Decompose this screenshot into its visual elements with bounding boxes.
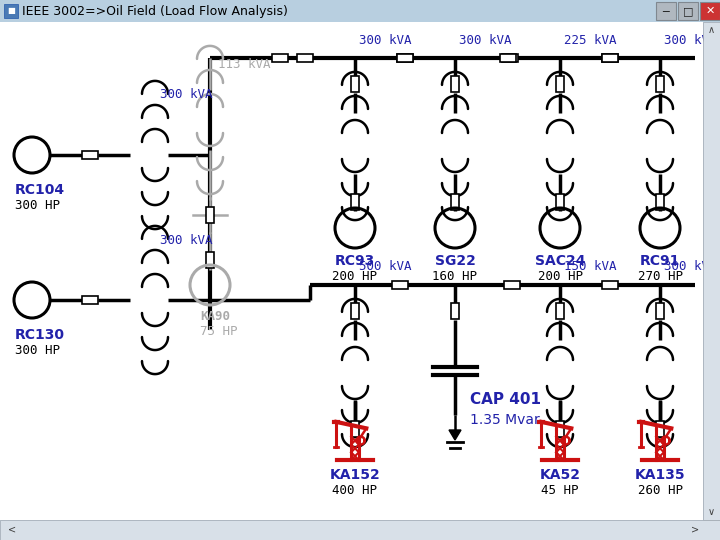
Bar: [397, 54, 413, 62]
Text: 300 HP: 300 HP: [15, 344, 60, 357]
Text: <: <: [8, 525, 16, 535]
Text: RC104: RC104: [15, 183, 65, 197]
Text: SG22: SG22: [435, 254, 475, 268]
Text: 270 HP: 270 HP: [637, 270, 683, 283]
Bar: [351, 76, 359, 92]
Bar: [272, 54, 288, 62]
Bar: [656, 421, 664, 437]
Text: KA52: KA52: [539, 468, 580, 482]
Bar: [556, 76, 564, 92]
Bar: [351, 194, 359, 210]
Text: KA152: KA152: [330, 468, 380, 482]
Bar: [451, 303, 459, 319]
Bar: [502, 54, 518, 62]
Bar: [656, 76, 664, 92]
Text: KA90: KA90: [200, 310, 230, 323]
Bar: [451, 194, 459, 210]
Bar: [351, 421, 359, 437]
Text: 300 kVA: 300 kVA: [664, 33, 716, 46]
Text: 300 kVA: 300 kVA: [664, 260, 716, 273]
Text: 400 HP: 400 HP: [333, 484, 377, 497]
Polygon shape: [449, 430, 461, 440]
Bar: [703, 22, 720, 520]
Text: 200 HP: 200 HP: [333, 270, 377, 283]
Bar: [4, 4, 18, 18]
Text: 300 kVA: 300 kVA: [459, 33, 511, 46]
Text: 300 kVA: 300 kVA: [160, 89, 212, 102]
Text: 1.35 Mvar: 1.35 Mvar: [470, 413, 540, 427]
Bar: [451, 76, 459, 92]
Bar: [206, 252, 214, 268]
Text: 160 HP: 160 HP: [433, 270, 477, 283]
Text: 150 kVA: 150 kVA: [564, 260, 616, 273]
Bar: [556, 194, 564, 210]
Bar: [397, 54, 413, 62]
Text: ∨: ∨: [708, 507, 715, 517]
Text: CAP 401: CAP 401: [470, 393, 541, 408]
Text: □: □: [683, 6, 693, 16]
Text: 300 HP: 300 HP: [15, 199, 60, 212]
Bar: [556, 303, 564, 319]
Text: ■: ■: [7, 6, 15, 16]
Bar: [556, 421, 564, 437]
Text: 300 kVA: 300 kVA: [359, 33, 412, 46]
Text: SAC24: SAC24: [535, 254, 585, 268]
Bar: [82, 151, 98, 159]
Text: ∧: ∧: [708, 25, 715, 35]
Text: RC130: RC130: [15, 328, 65, 342]
Text: IEEE 3002=>Oil Field (Load Flow Analysis): IEEE 3002=>Oil Field (Load Flow Analysis…: [22, 4, 288, 17]
Text: 113 kVA: 113 kVA: [218, 58, 271, 71]
Bar: [656, 194, 664, 210]
Bar: [656, 2, 676, 20]
Bar: [392, 281, 408, 289]
Text: >: >: [691, 525, 699, 535]
Text: ✕: ✕: [706, 6, 715, 16]
Text: 260 HP: 260 HP: [637, 484, 683, 497]
Text: 300 kVA: 300 kVA: [160, 233, 212, 246]
Bar: [0, 0, 720, 22]
Text: 45 HP: 45 HP: [541, 484, 579, 497]
Text: ─: ─: [662, 6, 670, 16]
Text: 500 kVA: 500 kVA: [359, 260, 412, 273]
Bar: [297, 54, 313, 62]
Bar: [82, 296, 98, 304]
Text: KA135: KA135: [635, 468, 685, 482]
Text: RC93: RC93: [335, 254, 375, 268]
Text: 200 HP: 200 HP: [538, 270, 582, 283]
Bar: [678, 2, 698, 20]
Bar: [602, 54, 618, 62]
Text: 225 kVA: 225 kVA: [564, 33, 616, 46]
Bar: [504, 281, 520, 289]
Text: 75 HP: 75 HP: [200, 325, 238, 338]
Bar: [602, 281, 618, 289]
Bar: [206, 207, 214, 223]
Bar: [700, 2, 720, 20]
Bar: [656, 303, 664, 319]
Bar: [0, 520, 720, 540]
Bar: [602, 54, 618, 62]
Text: RC91: RC91: [640, 254, 680, 268]
Bar: [500, 54, 516, 62]
Bar: [351, 303, 359, 319]
